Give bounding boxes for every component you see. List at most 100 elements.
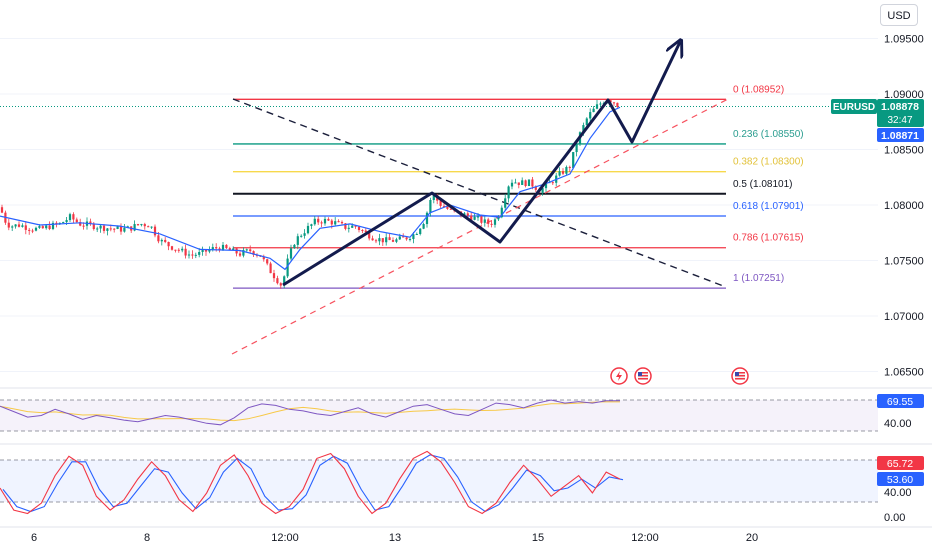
candle-body bbox=[55, 222, 58, 224]
candle-body bbox=[62, 222, 65, 224]
candle-body bbox=[524, 180, 527, 187]
candle-body bbox=[463, 213, 466, 216]
candle-body bbox=[514, 182, 517, 184]
candle-body bbox=[0, 207, 4, 213]
zigzag-projection[interactable] bbox=[282, 42, 680, 287]
candle-body bbox=[599, 103, 602, 105]
candle-body bbox=[208, 249, 211, 252]
candle-body bbox=[493, 219, 497, 225]
time-axis[interactable]: 6 8 12:00 13 15 12:00 20 bbox=[31, 532, 758, 544]
candle-body bbox=[609, 100, 612, 103]
candle-body bbox=[215, 247, 218, 249]
fibonacci-retracement[interactable]: 0 (1.08952) 0.236 (1.08550) 0.382 (1.08300… bbox=[233, 84, 804, 289]
candle-body bbox=[242, 249, 245, 256]
candle-body bbox=[123, 227, 126, 232]
resistance-trendline[interactable] bbox=[232, 98, 727, 288]
time-tick: 20 bbox=[746, 532, 758, 544]
candle-body bbox=[351, 225, 354, 228]
candle-body bbox=[150, 226, 153, 228]
price-tick: 1.09500 bbox=[884, 34, 924, 46]
candle-body bbox=[544, 182, 548, 189]
candle-body bbox=[334, 221, 337, 225]
bid-price: 1.08871 bbox=[881, 130, 919, 142]
candle-body bbox=[113, 228, 116, 230]
lightning-icon[interactable] bbox=[610, 367, 628, 385]
price-grid bbox=[0, 38, 878, 372]
candle-body bbox=[391, 240, 395, 242]
candle-body bbox=[466, 213, 469, 216]
candle-body bbox=[133, 224, 136, 231]
candle-body bbox=[96, 228, 99, 230]
candle-body bbox=[262, 256, 265, 260]
fib-level-label: 0 (1.08952) bbox=[733, 84, 784, 95]
rsi-line bbox=[0, 399, 620, 426]
candle-body bbox=[551, 182, 554, 184]
time-tick: 12:00 bbox=[631, 532, 659, 544]
last-price: 1.08878 bbox=[881, 101, 919, 113]
candle-body bbox=[296, 236, 299, 245]
candle-body bbox=[320, 222, 323, 224]
candle-body bbox=[381, 238, 384, 243]
main-price-pane[interactable]: 0 (1.08952) 0.236 (1.08550) 0.382 (1.08300… bbox=[0, 39, 878, 385]
candle-body bbox=[317, 218, 320, 223]
candle-body bbox=[194, 254, 197, 256]
candle-body bbox=[160, 239, 163, 242]
support-trendline[interactable] bbox=[231, 97, 731, 355]
candle-body bbox=[592, 108, 595, 113]
candle-body bbox=[289, 248, 293, 259]
candle-body bbox=[164, 239, 167, 242]
candle-body bbox=[252, 251, 255, 255]
candle-body bbox=[279, 283, 282, 286]
candle-body bbox=[589, 112, 592, 119]
fib-level-label: 0.5 (1.08101) bbox=[733, 179, 793, 190]
candle-body bbox=[439, 200, 442, 206]
candle-body bbox=[340, 221, 344, 224]
fib-level-label: 0.618 (1.07901) bbox=[733, 201, 804, 212]
candle-body bbox=[153, 226, 157, 236]
time-tick: 8 bbox=[144, 532, 150, 544]
candle-body bbox=[425, 212, 429, 225]
candle-body bbox=[470, 215, 473, 220]
candle-body bbox=[572, 152, 575, 168]
candle-body bbox=[211, 247, 214, 250]
symbol-label: EURUSD bbox=[833, 102, 875, 113]
candle-body bbox=[276, 278, 279, 284]
candle-body bbox=[266, 259, 269, 264]
us-flag-icon[interactable] bbox=[634, 367, 652, 385]
candle-body bbox=[527, 179, 531, 187]
rsi-pane[interactable]: 69.55 40.00 bbox=[0, 387, 932, 432]
stochastic-pane[interactable]: 65.72 53.60 40.00 0.00 bbox=[0, 443, 932, 524]
price-tick: 1.08500 bbox=[884, 145, 924, 157]
candle-body bbox=[432, 195, 435, 201]
candle-body bbox=[48, 225, 51, 230]
symbol-tag bbox=[831, 99, 877, 114]
currency-button[interactable]: USD bbox=[880, 4, 918, 26]
candle-body bbox=[368, 232, 371, 239]
us-flag-icon[interactable] bbox=[731, 367, 749, 385]
price-tick: 1.09000 bbox=[884, 89, 924, 101]
bar-countdown: 32:47 bbox=[887, 115, 912, 126]
candle-body bbox=[184, 248, 187, 256]
candle-body bbox=[364, 230, 367, 233]
stoch-tick-40: 40.00 bbox=[884, 487, 912, 499]
candle-body bbox=[228, 248, 231, 251]
candle-body bbox=[415, 233, 418, 235]
price-axis[interactable]: 1.09500 1.09000 1.08500 1.08000 1.07500 1.070… bbox=[884, 34, 924, 379]
candle-body bbox=[354, 225, 357, 227]
time-tick: 12:00 bbox=[271, 532, 299, 544]
candle-body bbox=[68, 214, 72, 221]
candle-body bbox=[419, 228, 422, 234]
candle-body bbox=[306, 225, 310, 234]
price-badge: EURUSD 1.08878 32:47 1.08871 bbox=[831, 99, 924, 142]
candle-body bbox=[565, 166, 568, 174]
candle-body bbox=[541, 188, 544, 193]
candle-body bbox=[167, 241, 170, 247]
candle-body bbox=[143, 224, 146, 227]
candle-body bbox=[17, 224, 21, 227]
candle-body bbox=[303, 233, 306, 236]
candle-body bbox=[221, 244, 225, 251]
candle-body bbox=[473, 216, 476, 220]
candle-body bbox=[517, 182, 520, 185]
price-tick: 1.07000 bbox=[884, 311, 924, 323]
